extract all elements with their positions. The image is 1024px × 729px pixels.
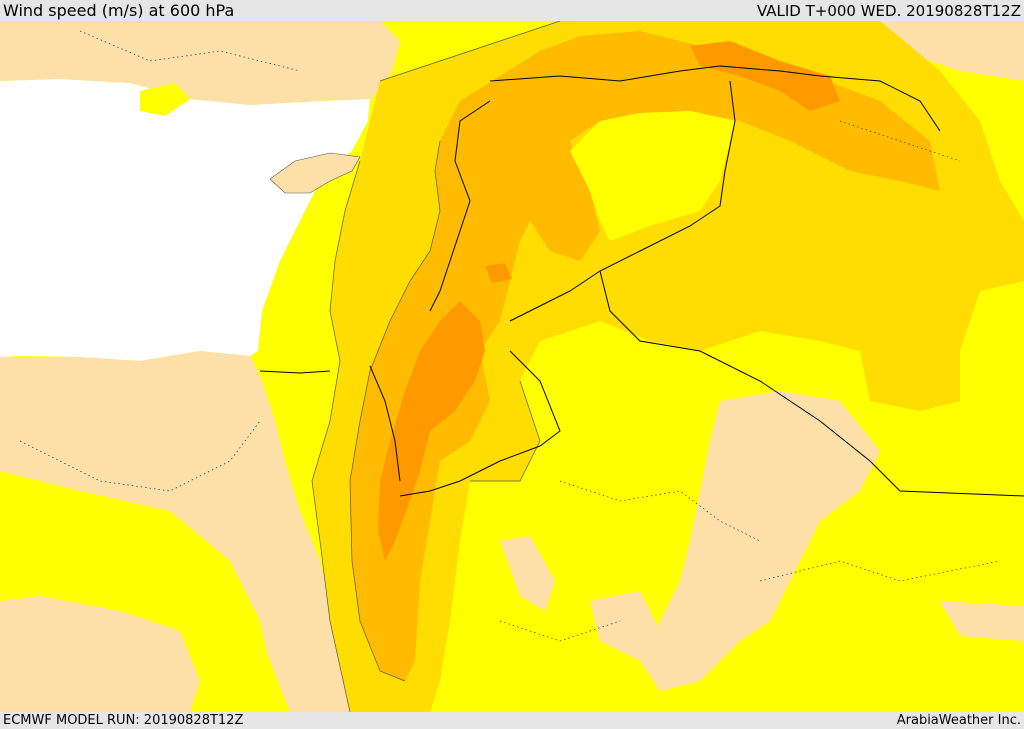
header-bar: Wind speed (m/s) at 600 hPa VALID T+000 …: [0, 0, 1024, 21]
arabia-low-wind: [640, 391, 880, 691]
country-borders: [259, 65, 1024, 497]
wind-band-5-small: [485, 263, 512, 283]
mediterranean-sea: [0, 79, 370, 361]
egypt-peach-southwest: [0, 596, 200, 712]
turkey-yellow-patch: [140, 83, 190, 116]
footer-bar: ECMWF MODEL RUN: 20190828T12Z ArabiaWeat…: [0, 712, 1024, 729]
turkey-low-wind: [0, 21, 400, 105]
arabia-low-wind-4: [940, 601, 1024, 641]
wind-band-4: [350, 31, 940, 681]
contour-lines: [311, 21, 561, 712]
wind-speed-map: [0, 21, 1024, 712]
model-run: ECMWF MODEL RUN: 20190828T12Z: [3, 713, 244, 728]
cyprus: [269, 152, 361, 194]
wind-band-5: [378, 301, 485, 561]
ne-low-wind: [860, 21, 1024, 81]
wind-band-5-north: [690, 41, 840, 111]
province-boundaries: [19, 30, 1001, 642]
map-title: Wind speed (m/s) at 600 hPa: [3, 1, 235, 20]
credit-text: ArabiaWeather Inc.: [896, 713, 1021, 728]
arabia-low-wind-3: [590, 591, 660, 661]
valid-time: VALID T+000 WED. 20190828T12Z: [756, 2, 1021, 20]
arabia-low-wind-2: [500, 536, 555, 611]
syria-desert-yellow: [570, 111, 735, 241]
